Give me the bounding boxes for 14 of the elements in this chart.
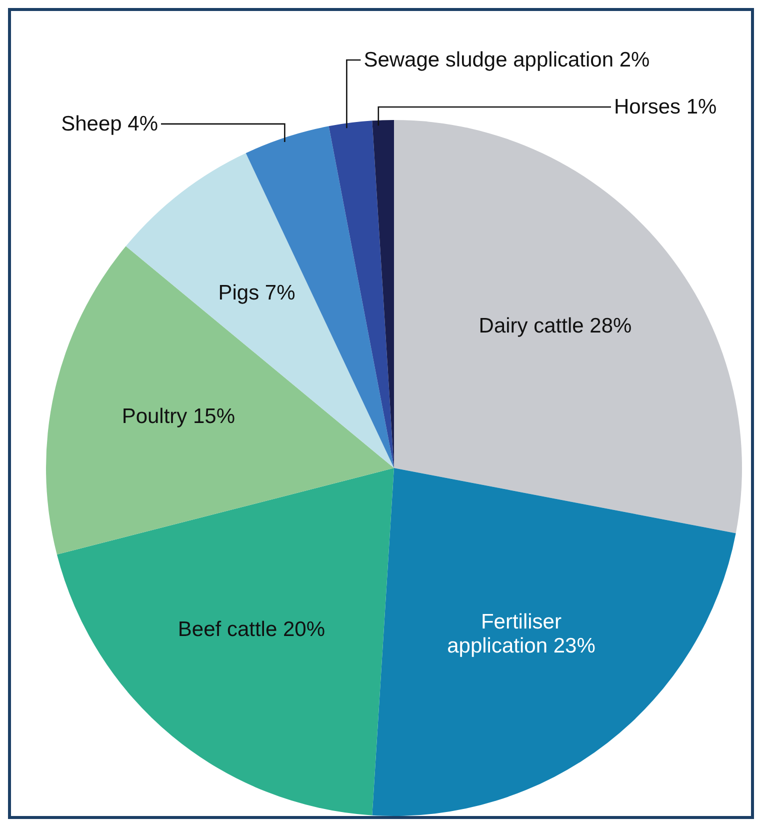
slice-label: Fertiliser application 23% <box>447 610 596 657</box>
slice-label: Horses 1% <box>614 96 717 118</box>
slice-label: Beef cattle 20% <box>178 618 326 641</box>
pie-slice <box>126 153 394 468</box>
slice-label: Poultry 15% <box>122 404 236 428</box>
pie-slice <box>394 120 742 534</box>
pie-slice <box>372 468 736 816</box>
pie-slice <box>328 120 394 468</box>
slice-label: Dairy cattle 28% <box>478 314 632 337</box>
pie-slice <box>46 246 394 555</box>
pie-slice <box>56 468 394 816</box>
slice-label: Sewage sludge application 2% <box>364 48 650 72</box>
slice-label: Sheep 4% <box>61 112 158 136</box>
slice-label: Pigs 7% <box>218 281 296 304</box>
